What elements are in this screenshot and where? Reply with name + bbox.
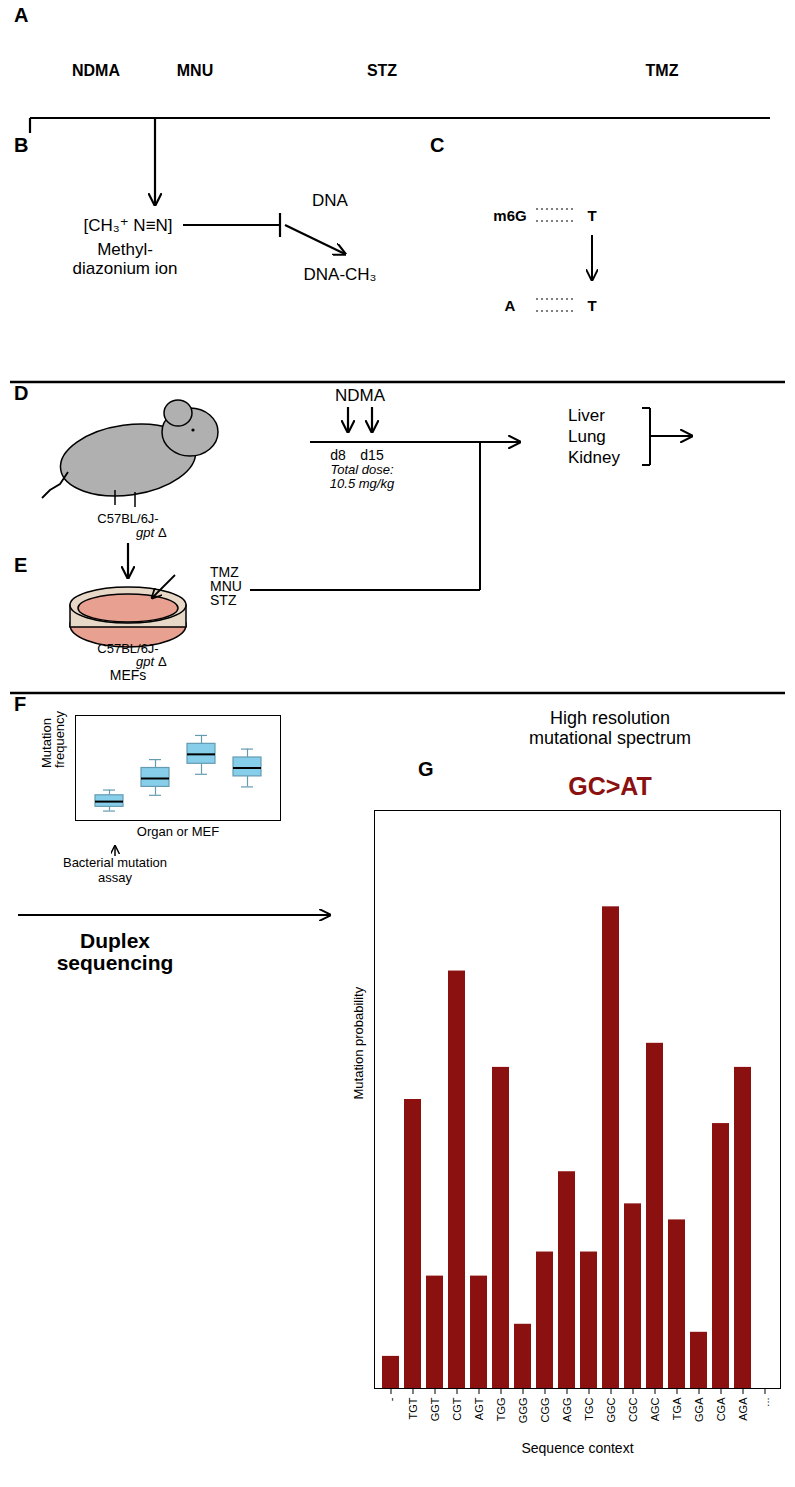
svg-text:E: E (14, 554, 27, 576)
svg-text:d15: d15 (360, 447, 384, 463)
svg-text:MNU: MNU (177, 62, 213, 79)
svg-text:Mutationfrequency: Mutationfrequency (39, 710, 67, 768)
svg-text:NDMA: NDMA (72, 62, 120, 79)
svg-text:[CH₃⁺ N≡N]: [CH₃⁺ N≡N] (83, 216, 172, 235)
svg-text:T: T (587, 207, 596, 224)
svg-text:High resolution: High resolution (550, 708, 670, 728)
svg-text:Δ: Δ (158, 654, 167, 669)
svg-text:STZ: STZ (210, 592, 237, 608)
svg-text:A: A (14, 4, 28, 26)
svg-text:GGA: GGA (693, 1397, 705, 1422)
svg-text:AGG: AGG (561, 1398, 573, 1422)
svg-text:assay: assay (98, 870, 132, 885)
svg-text:STZ: STZ (367, 62, 397, 79)
svg-text:AGA: AGA (737, 1397, 749, 1421)
svg-text:TMZ: TMZ (210, 564, 239, 580)
svg-text:10.5 mg/kg: 10.5 mg/kg (330, 476, 395, 491)
svg-text:TGT: TGT (407, 1397, 419, 1419)
svg-text:AGT: AGT (473, 1397, 485, 1420)
svg-text:sequencing: sequencing (57, 951, 174, 974)
svg-text:gpt: gpt (136, 653, 154, 669)
svg-text:MEFs: MEFs (110, 667, 147, 683)
svg-text:TGC: TGC (583, 1397, 595, 1420)
svg-text:Lung: Lung (568, 427, 606, 446)
svg-text:C: C (430, 134, 444, 156)
svg-text:TMZ: TMZ (646, 62, 679, 79)
svg-text:-: - (385, 1397, 397, 1401)
svg-text:TGG: TGG (495, 1398, 507, 1422)
svg-text:F: F (14, 693, 26, 715)
svg-text:CGA: CGA (715, 1397, 727, 1422)
svg-text:GC>AT: GC>AT (568, 772, 652, 800)
svg-text:diazonium ion: diazonium ion (73, 259, 178, 278)
svg-text:Total dose:: Total dose: (330, 462, 394, 477)
svg-text:DNA: DNA (312, 191, 349, 210)
svg-text:Duplex: Duplex (80, 929, 150, 952)
svg-text:Kidney: Kidney (568, 448, 620, 467)
svg-text:GGT: GGT (429, 1397, 441, 1421)
svg-text:C57BL/6J-: C57BL/6J- (97, 640, 159, 656)
svg-text:m6G: m6G (493, 207, 526, 224)
svg-text:TGA: TGA (671, 1397, 683, 1420)
svg-text:NDMA: NDMA (335, 386, 386, 405)
svg-text:Methyl-: Methyl- (97, 240, 153, 259)
svg-text:Bacterial mutation: Bacterial mutation (63, 855, 167, 870)
svg-text:gpt: gpt (136, 525, 155, 540)
svg-text:C57BL/6J-: C57BL/6J- (97, 511, 158, 526)
svg-text:AGC: AGC (649, 1397, 661, 1421)
svg-text:GGG: GGG (517, 1398, 529, 1424)
svg-text:DNA-CH₃: DNA-CH₃ (303, 265, 376, 284)
svg-text:...: ... (759, 1398, 771, 1407)
svg-text:MNU: MNU (210, 578, 242, 594)
svg-text:CGT: CGT (451, 1397, 463, 1421)
svg-text:A: A (505, 297, 516, 314)
svg-text:GGC: GGC (605, 1397, 617, 1422)
svg-text:Δ: Δ (158, 525, 167, 540)
svg-text:d8: d8 (330, 447, 346, 463)
svg-text:CGC: CGC (627, 1397, 639, 1422)
svg-text:G: G (418, 758, 434, 780)
svg-text:Mutation probability: Mutation probability (351, 986, 366, 1099)
svg-text:Liver: Liver (568, 406, 605, 425)
svg-text:mutational spectrum: mutational spectrum (529, 728, 691, 748)
svg-text:Organ or MEF: Organ or MEF (137, 824, 219, 839)
svg-text:T: T (587, 297, 596, 314)
svg-text:Sequence context: Sequence context (521, 1440, 633, 1456)
svg-text:D: D (14, 382, 28, 404)
svg-text:CGG: CGG (539, 1398, 551, 1423)
svg-text:B: B (14, 134, 28, 156)
